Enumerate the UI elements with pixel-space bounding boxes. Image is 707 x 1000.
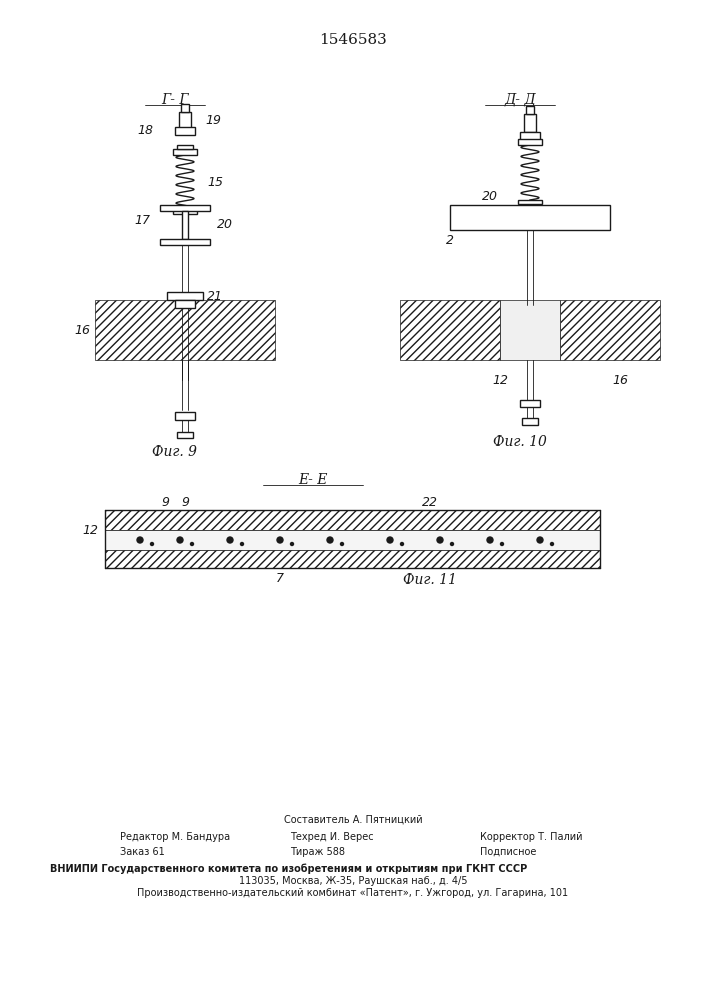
Bar — [500, 300, 560, 360]
Text: Г- Г: Г- Г — [161, 93, 189, 107]
Text: Редактор М. Бандура: Редактор М. Бандура — [120, 832, 230, 842]
Text: 16: 16 — [74, 324, 90, 336]
Bar — [95, 300, 275, 360]
Text: Тираж 588: Тираж 588 — [290, 847, 345, 857]
Bar — [181, 104, 189, 112]
Text: 7: 7 — [276, 572, 284, 584]
Text: 19: 19 — [205, 113, 221, 126]
Bar — [522, 418, 538, 425]
Text: 22: 22 — [422, 495, 438, 508]
Text: 12: 12 — [492, 373, 508, 386]
Circle shape — [291, 542, 293, 546]
Bar — [175, 300, 195, 308]
Text: 20: 20 — [217, 219, 233, 232]
Text: Заказ 61: Заказ 61 — [120, 847, 165, 857]
Circle shape — [190, 542, 194, 546]
Bar — [520, 400, 540, 407]
Text: Е- Е: Е- Е — [298, 473, 327, 487]
Bar — [560, 300, 660, 360]
Bar — [177, 432, 193, 438]
Bar — [173, 210, 197, 214]
Bar — [160, 239, 210, 245]
Text: 12: 12 — [82, 524, 98, 536]
Text: Техред И. Верес: Техред И. Верес — [290, 832, 373, 842]
Text: Фиг. 11: Фиг. 11 — [403, 573, 457, 587]
Text: 9: 9 — [181, 495, 189, 508]
Circle shape — [227, 537, 233, 543]
Text: 21: 21 — [454, 209, 470, 222]
Bar — [177, 145, 193, 149]
Text: Д- Д: Д- Д — [504, 93, 536, 107]
Circle shape — [537, 537, 543, 543]
Text: 20: 20 — [482, 190, 498, 204]
Text: Фиг. 10: Фиг. 10 — [493, 435, 547, 449]
Text: Производственно-издательский комбинат «Патент», г. Ужгород, ул. Гагарина, 101: Производственно-издательский комбинат «П… — [137, 888, 568, 898]
Bar — [175, 127, 195, 135]
Circle shape — [437, 537, 443, 543]
Text: 15: 15 — [207, 176, 223, 189]
Text: 113035, Москва, Ж-35, Раушская наб., д. 4/5: 113035, Москва, Ж-35, Раушская наб., д. … — [239, 876, 467, 886]
Text: 18: 18 — [137, 123, 153, 136]
Text: Подписное: Подписное — [480, 847, 537, 857]
Text: Корректор Т. Палий: Корректор Т. Палий — [480, 832, 583, 842]
Circle shape — [177, 537, 183, 543]
Bar — [526, 106, 534, 114]
Circle shape — [341, 542, 344, 546]
Circle shape — [387, 537, 393, 543]
Circle shape — [501, 542, 503, 546]
Text: 9: 9 — [161, 495, 169, 508]
Bar — [160, 205, 210, 211]
Bar — [105, 510, 600, 530]
Bar — [520, 132, 540, 140]
Text: 1546583: 1546583 — [319, 33, 387, 47]
Text: 2: 2 — [446, 233, 454, 246]
Circle shape — [240, 542, 243, 546]
Circle shape — [151, 542, 153, 546]
Text: 21: 21 — [207, 290, 223, 302]
Text: Фиг. 9: Фиг. 9 — [153, 445, 197, 459]
Bar — [518, 139, 542, 145]
Text: 16: 16 — [612, 373, 628, 386]
Bar — [524, 114, 536, 132]
Bar — [105, 550, 600, 568]
Bar — [450, 205, 610, 230]
Circle shape — [327, 537, 333, 543]
Bar — [518, 200, 542, 204]
Text: ВНИИПИ Государственного комитета по изобретениям и открытиям при ГКНТ СССР: ВНИИПИ Государственного комитета по изоб… — [50, 864, 527, 874]
Circle shape — [551, 542, 554, 546]
Bar — [179, 112, 191, 130]
Bar — [175, 412, 195, 420]
Bar — [167, 292, 203, 300]
Bar — [105, 530, 600, 550]
Circle shape — [450, 542, 453, 546]
Text: Составитель А. Пятницкий: Составитель А. Пятницкий — [284, 815, 422, 825]
Bar — [400, 300, 500, 360]
Text: 17: 17 — [134, 214, 150, 227]
Circle shape — [137, 537, 143, 543]
Bar — [173, 149, 197, 155]
Circle shape — [487, 537, 493, 543]
Circle shape — [400, 542, 404, 546]
Circle shape — [277, 537, 283, 543]
Bar — [182, 211, 188, 239]
